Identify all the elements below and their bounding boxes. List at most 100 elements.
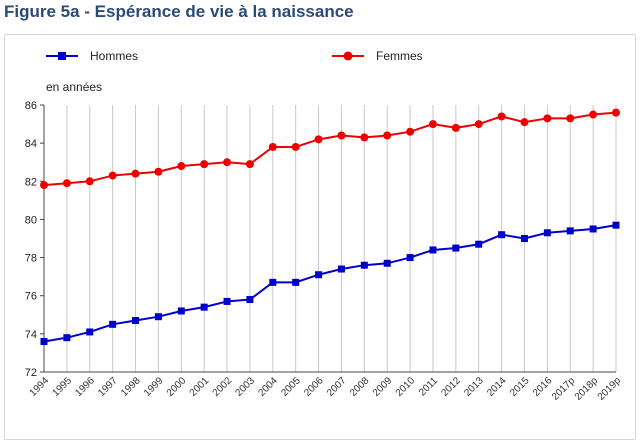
data-point-femmes <box>268 142 277 151</box>
data-point-femmes <box>131 169 140 178</box>
data-point-hommes <box>543 229 551 237</box>
legend-femmes-label: Femmes <box>376 49 423 63</box>
data-point-hommes <box>520 235 528 242</box>
x-tick-label: 2009 <box>371 375 395 399</box>
x-tick-label: 2000 <box>165 375 189 399</box>
y-tick-label: 82 <box>25 176 37 188</box>
data-point-hommes <box>406 254 414 262</box>
x-tick-label: 2013 <box>462 375 486 399</box>
y-tick-label: 76 <box>25 291 37 303</box>
data-point-femmes <box>337 131 346 140</box>
data-point-hommes <box>86 328 94 336</box>
y-axis-unit-label: en années <box>46 80 102 94</box>
data-point-femmes <box>108 171 117 180</box>
data-point-femmes <box>520 118 529 127</box>
data-point-femmes <box>62 179 71 188</box>
data-point-femmes <box>360 133 369 142</box>
data-point-hommes <box>589 225 597 233</box>
x-tick-label: 1997 <box>96 375 120 399</box>
legend-hommes-label: Hommes <box>90 49 138 63</box>
data-point-femmes <box>451 123 460 132</box>
x-tick-label: 2008 <box>348 375 372 399</box>
data-point-femmes <box>497 112 506 121</box>
data-point-femmes <box>589 110 598 119</box>
x-tick-label: 2011 <box>417 375 440 398</box>
data-point-hommes <box>612 221 620 229</box>
data-point-hommes <box>315 271 323 279</box>
data-point-femmes <box>383 131 392 140</box>
data-point-femmes <box>200 160 209 169</box>
x-tick-label: 1999 <box>142 375 166 399</box>
data-point-hommes <box>132 317 140 325</box>
y-tick-label: 78 <box>25 253 37 265</box>
data-point-femmes <box>543 114 552 123</box>
data-point-hommes <box>429 246 437 254</box>
y-tick-label: 86 <box>25 100 37 112</box>
x-tick-label: 2001 <box>188 375 212 399</box>
data-point-hommes <box>452 244 460 252</box>
data-point-hommes <box>383 259 391 267</box>
x-tick-label: 2012 <box>439 375 463 399</box>
x-tick-label: 2010 <box>394 375 418 399</box>
data-point-femmes <box>406 127 415 136</box>
page-title: Figure 5a - Espérance de vie à la naissa… <box>4 2 354 21</box>
legend: Hommes Femmes <box>46 49 423 63</box>
data-point-femmes <box>40 181 48 190</box>
legend-hommes-marker <box>58 52 66 60</box>
data-point-hommes <box>109 320 117 328</box>
data-point-hommes <box>360 261 368 269</box>
data-point-hommes <box>40 337 48 345</box>
data-point-femmes <box>428 120 437 129</box>
data-point-femmes <box>566 114 575 123</box>
x-tick-label: 2005 <box>279 375 303 399</box>
y-tick-label: 74 <box>25 329 37 341</box>
legend-item-femmes[interactable]: Femmes <box>332 49 423 63</box>
data-point-femmes <box>245 160 254 169</box>
y-tick-label: 80 <box>25 214 37 226</box>
data-point-hommes <box>292 278 300 286</box>
x-tick-label: 1998 <box>119 375 143 399</box>
y-tick-label: 84 <box>25 138 37 150</box>
data-point-hommes <box>223 297 231 305</box>
x-tick-label: 2017p <box>550 375 578 403</box>
series-line-hommes <box>43 224 617 343</box>
data-point-hommes <box>200 303 208 311</box>
data-point-hommes <box>566 227 574 235</box>
x-tick-label: 2015 <box>508 375 532 399</box>
x-tick-label: 2019p <box>596 375 624 403</box>
x-tick-label: 2006 <box>302 375 326 399</box>
data-point-hommes <box>475 240 483 248</box>
y-tick-label: 72 <box>25 367 37 379</box>
x-tick-label: 2018p <box>573 375 601 403</box>
grid-lines <box>43 105 617 372</box>
data-point-hommes <box>154 313 162 321</box>
x-tick-label: 2003 <box>234 375 258 399</box>
x-tick-label: 2004 <box>256 375 280 399</box>
data-point-femmes <box>154 167 163 176</box>
x-tick-label: 2014 <box>485 375 509 399</box>
legend-femmes-marker <box>343 51 353 61</box>
data-point-hommes <box>177 307 185 315</box>
x-tick-label: 1995 <box>50 375 74 399</box>
data-point-femmes <box>612 108 620 117</box>
data-point-hommes <box>337 265 345 273</box>
x-tick-label: 2007 <box>325 375 349 399</box>
data-point-hommes <box>63 334 71 342</box>
series-lines <box>40 108 620 345</box>
data-point-femmes <box>474 120 483 129</box>
data-point-femmes <box>85 177 94 186</box>
data-point-femmes <box>291 142 300 151</box>
data-point-hommes <box>269 278 277 286</box>
axes <box>40 104 616 373</box>
series-line-femmes <box>43 111 617 187</box>
data-point-hommes <box>498 231 506 239</box>
x-tick-label: 1996 <box>73 375 97 399</box>
data-point-femmes <box>314 135 323 144</box>
data-point-femmes <box>177 162 186 171</box>
x-tick-label: 2002 <box>211 375 235 399</box>
data-point-hommes <box>246 296 254 304</box>
data-point-femmes <box>223 158 232 167</box>
legend-item-hommes[interactable]: Hommes <box>46 49 138 63</box>
